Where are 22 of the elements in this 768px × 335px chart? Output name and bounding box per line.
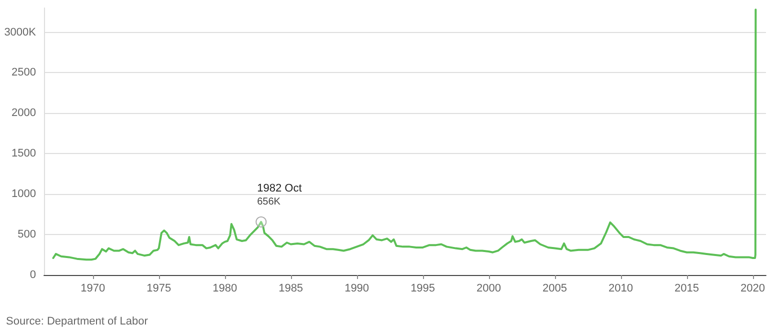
x-tick-label: 2015 xyxy=(674,282,700,294)
annotation: 656K xyxy=(257,196,281,208)
y-tick-label: 1500 xyxy=(12,148,36,160)
x-tick-label: 2010 xyxy=(608,282,634,294)
x-tick-label: 1990 xyxy=(344,282,370,294)
line-series xyxy=(52,8,757,261)
x-tick-label: 2000 xyxy=(476,282,502,294)
x-tick-label: 2020 xyxy=(740,282,766,294)
y-tick-label: 0 xyxy=(30,269,36,281)
x-tick-label: 2005 xyxy=(542,282,568,294)
x-tick-label: 1985 xyxy=(278,282,304,294)
y-tick-label: 1000 xyxy=(12,188,36,200)
y-tick-label: 3000K xyxy=(4,26,37,38)
x-tick-label: 1975 xyxy=(146,282,172,294)
x-tick-label: 1995 xyxy=(410,282,436,294)
source-note: Source: Department of Labor xyxy=(6,316,148,328)
x-tick-label: 1970 xyxy=(80,282,106,294)
annotation: 1982 Oct xyxy=(257,182,302,194)
y-tick-label: 2000 xyxy=(12,107,36,120)
x-tick-label: 1980 xyxy=(212,282,238,294)
y-tick-label: 2500 xyxy=(12,66,36,79)
y-tick-label: 500 xyxy=(18,228,36,241)
